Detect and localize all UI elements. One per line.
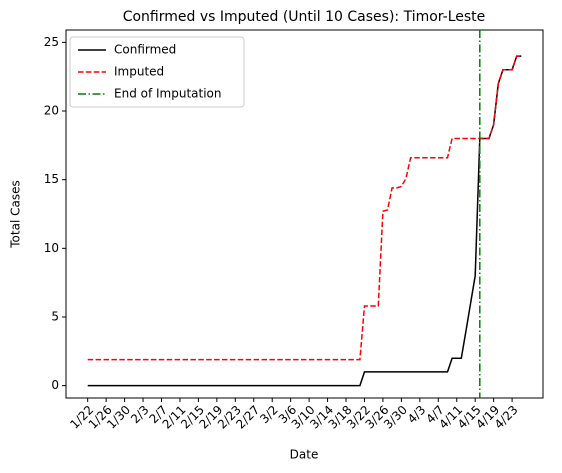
y-tick-label: 0 (51, 378, 59, 392)
series-line (87, 55, 522, 387)
x-axis-label: Date (290, 448, 319, 462)
y-axis-label: Total Cases (9, 180, 23, 248)
series-line (87, 55, 522, 361)
legend-box (69, 36, 245, 108)
plot-frame (65, 29, 544, 399)
y-tick-label: 15 (44, 172, 59, 186)
y-tick-label: 20 (44, 104, 59, 118)
legend-label: Confirmed (114, 43, 176, 57)
y-tick-label: 10 (44, 241, 59, 255)
chart-title: Confirmed vs Imputed (Until 10 Cases): T… (123, 9, 486, 25)
y-tick-label: 5 (51, 309, 59, 323)
legend-label: End of Imputation (114, 87, 222, 101)
legend-label: Imputed (114, 65, 164, 79)
y-tick-label: 25 (44, 35, 59, 49)
